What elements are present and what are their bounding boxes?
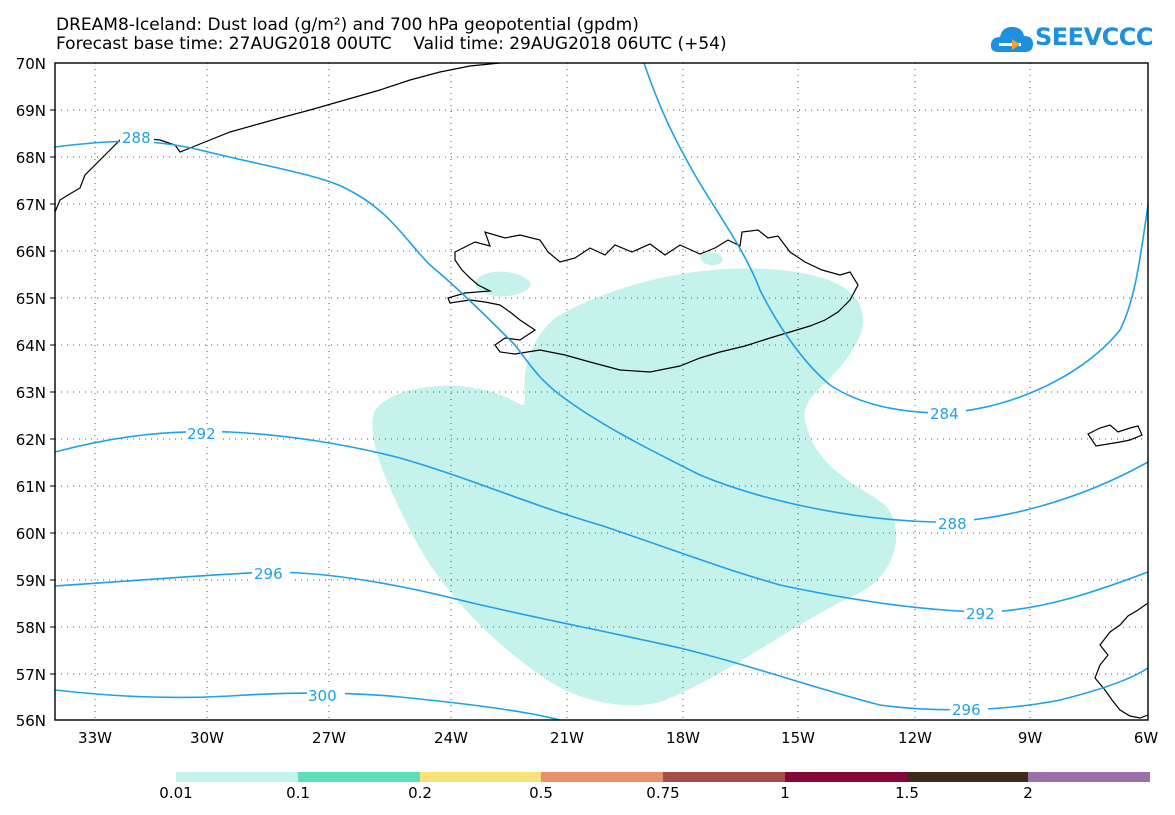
legend-label: 2 xyxy=(1023,784,1033,802)
map-subtitle: Forecast base time: 27AUG2018 00UTC Vali… xyxy=(56,34,727,54)
contour-label: 292 xyxy=(187,425,216,443)
legend-label: 0.2 xyxy=(408,784,432,802)
legend-swatch xyxy=(785,772,907,782)
cloud-icon xyxy=(990,27,1033,52)
map-grid xyxy=(55,63,1148,720)
contour-label: 288 xyxy=(122,129,151,147)
legend-swatch xyxy=(541,772,663,782)
seevccc-logo: SEEVCCC xyxy=(990,20,1160,60)
lon-label: 15W xyxy=(781,729,815,747)
faroe-islands-coastline xyxy=(1087,424,1143,447)
contour-label: 288 xyxy=(938,515,967,533)
lat-label: 59N xyxy=(16,572,46,590)
coastlines xyxy=(54,62,1149,719)
legend-swatch xyxy=(420,772,541,782)
legend-label: 1 xyxy=(780,784,790,802)
legend-label: 0.5 xyxy=(529,784,553,802)
legend-swatch xyxy=(663,772,785,782)
legend-colorbar xyxy=(176,772,1150,782)
lat-label: 63N xyxy=(16,384,46,402)
lat-label: 58N xyxy=(16,619,46,637)
lat-label: 64N xyxy=(16,337,46,355)
longitude-labels: 33W 30W 27W 24W 21W 18W 15W 12W 9W 6W xyxy=(78,729,1158,747)
legend-label: 0.01 xyxy=(159,784,193,802)
contour-label: 296 xyxy=(952,701,981,719)
lon-label: 24W xyxy=(434,729,468,747)
lon-label: 21W xyxy=(550,729,584,747)
legend-label: 0.75 xyxy=(646,784,680,802)
contour-label: 292 xyxy=(966,605,995,623)
lat-label: 67N xyxy=(16,196,46,214)
lon-label: 9W xyxy=(1018,729,1043,747)
lon-label: 27W xyxy=(312,729,346,747)
lon-label: 30W xyxy=(190,729,224,747)
scotland-coastline xyxy=(1094,602,1149,719)
legend-swatch xyxy=(1028,772,1150,782)
contour-label: 284 xyxy=(930,405,959,423)
lat-label: 61N xyxy=(16,478,46,496)
logo-text: SEEVCCC xyxy=(1035,23,1154,51)
axis-ticks xyxy=(50,109,55,675)
iceland-coastline xyxy=(447,229,859,373)
lon-label: 6W xyxy=(1134,729,1159,747)
contour-284 xyxy=(643,62,1149,414)
dust-load-area xyxy=(372,268,897,706)
greenland-coastline xyxy=(54,62,501,213)
dust-load-area-patch xyxy=(700,252,723,266)
dust-load-area-north xyxy=(475,271,531,297)
map-title: DREAM8-Iceland: Dust load (g/m²) and 700… xyxy=(56,15,639,35)
lat-label: 69N xyxy=(16,102,46,120)
legend-swatch xyxy=(907,772,1028,782)
legend-swatch xyxy=(176,772,298,782)
lon-label: 33W xyxy=(78,729,112,747)
lat-label: 57N xyxy=(16,666,46,684)
lat-label: 66N xyxy=(16,243,46,261)
contour-label: 296 xyxy=(254,565,283,583)
lon-label: 12W xyxy=(898,729,932,747)
lat-label: 56N xyxy=(16,712,46,730)
latitude-labels: 70N 69N 68N 67N 66N 65N 64N 63N 62N 61N … xyxy=(16,55,46,730)
legend-label: 1.5 xyxy=(895,784,919,802)
lat-label: 68N xyxy=(16,149,46,167)
contour-288-north xyxy=(54,140,1149,523)
legend-swatch xyxy=(298,772,420,782)
lat-label: 60N xyxy=(16,525,46,543)
lat-label: 65N xyxy=(16,290,46,308)
contour-labels: 288 284 292 288 296 292 300 296 xyxy=(120,129,1002,719)
legend-label: 0.1 xyxy=(286,784,310,802)
lat-label: 70N xyxy=(16,55,46,73)
lat-label: 62N xyxy=(16,431,46,449)
lon-label: 18W xyxy=(666,729,700,747)
contour-label: 300 xyxy=(308,687,337,705)
